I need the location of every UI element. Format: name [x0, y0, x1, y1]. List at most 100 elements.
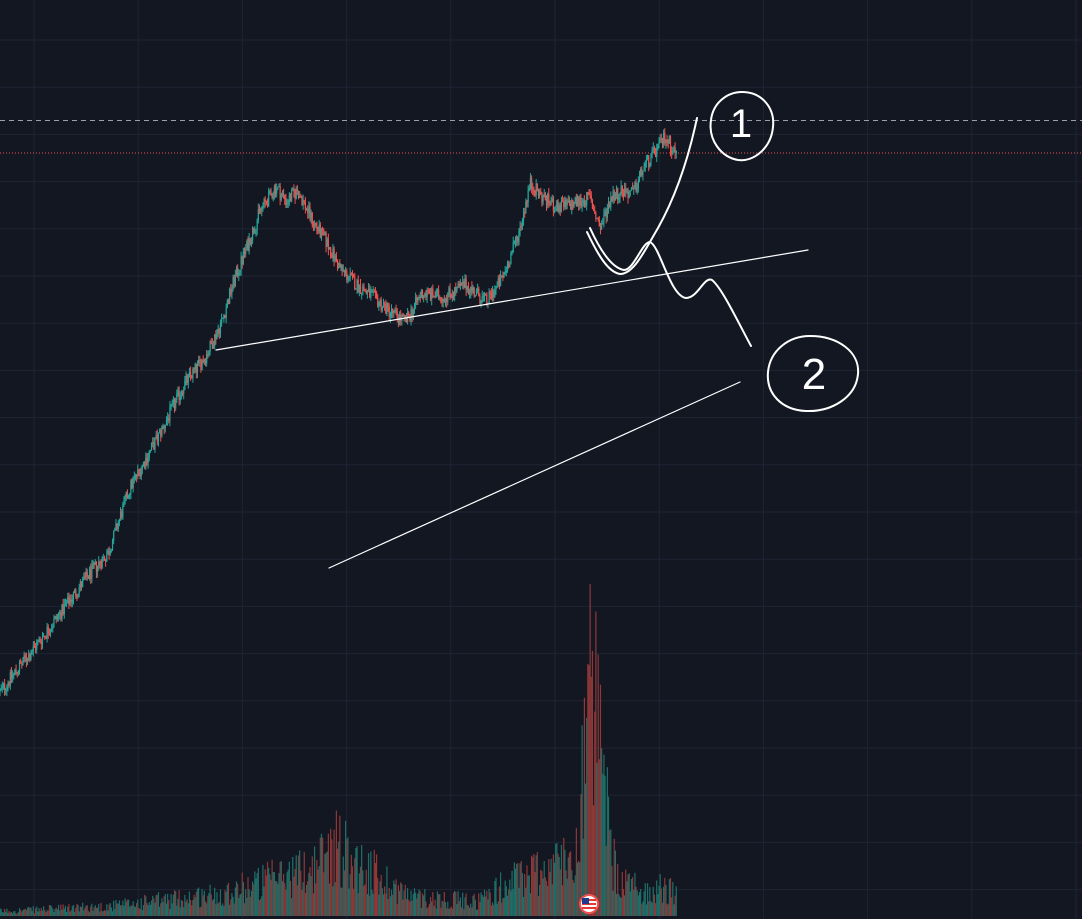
candle-body: [291, 190, 293, 202]
candle-body: [602, 222, 604, 224]
candle-body: [475, 290, 478, 295]
volume-bar: [668, 879, 670, 916]
candle-body: [224, 315, 226, 318]
volume-bar: [325, 852, 327, 916]
volume-bar: [53, 911, 55, 916]
volume-bar: [653, 894, 656, 916]
volume-bar: [47, 910, 49, 916]
upper-trendline[interactable]: [215, 249, 809, 351]
user-drawings[interactable]: 1 2: [215, 91, 860, 569]
candle-body: [325, 232, 327, 247]
volume-bar: [32, 906, 34, 916]
candle-body: [424, 293, 426, 296]
candle-body: [474, 294, 476, 297]
volume-bar: [258, 900, 261, 916]
candle-body: [260, 209, 262, 211]
candle-body: [356, 279, 358, 289]
candle-body: [413, 304, 416, 309]
candle-body: [285, 199, 287, 205]
volume-bar: [563, 837, 565, 916]
candle-body: [126, 492, 129, 499]
candle-body: [649, 162, 651, 167]
candle-body: [491, 290, 494, 299]
candle-body: [299, 196, 301, 198]
candle-body: [206, 353, 208, 364]
scenario-2-path[interactable]: [589, 227, 752, 347]
volume-bar: [389, 896, 391, 916]
volume-bar: [318, 866, 320, 916]
volume-bar: [592, 805, 595, 916]
volume-bar: [533, 853, 535, 916]
volume-bar: [317, 869, 319, 916]
volume-bar: [63, 908, 65, 916]
circle-1-drawing[interactable]: [709, 91, 775, 162]
candle-body: [338, 262, 340, 269]
volume-bar: [171, 903, 173, 916]
candle-body: [478, 288, 480, 297]
candle-body: [13, 673, 15, 676]
volume-bar: [598, 759, 600, 916]
candle-body: [201, 360, 203, 370]
candle-body: [270, 189, 272, 194]
candle-body: [536, 183, 538, 192]
volume-bar: [340, 887, 342, 916]
candle-body: [464, 278, 466, 288]
candle-body: [313, 223, 316, 226]
candle-body: [592, 208, 595, 211]
volume-bar: [513, 862, 515, 916]
candle-body: [371, 291, 373, 293]
volume-bar: [671, 897, 673, 916]
volume-bar: [378, 894, 380, 916]
volume-bar: [245, 889, 247, 916]
event-flag[interactable]: [579, 894, 599, 914]
volume-bar: [479, 902, 481, 916]
candle-body: [353, 274, 355, 278]
candle-body: [113, 530, 115, 542]
volume-bar: [181, 900, 184, 916]
volume-bar: [522, 896, 525, 916]
volume-bar: [644, 883, 646, 916]
volume-bar: [114, 908, 116, 916]
volume-bar: [270, 879, 272, 916]
volume-bar: [516, 863, 518, 916]
volume-bar: [627, 874, 629, 916]
candle-body: [486, 294, 488, 304]
candle-body: [513, 241, 515, 243]
circle-2-drawing[interactable]: [766, 335, 860, 413]
volume-bar: [255, 878, 257, 916]
candle-body: [55, 616, 57, 620]
candle-body: [286, 203, 288, 205]
candle-body: [98, 561, 100, 566]
circle-1-label: 1: [730, 102, 752, 146]
candle-body: [69, 599, 71, 605]
candle-body: [79, 581, 81, 588]
candle-body: [175, 399, 177, 409]
volume-bar: [10, 911, 13, 916]
volume-bar: [408, 899, 410, 916]
volume-bar: [537, 896, 540, 916]
candle-body: [186, 376, 188, 383]
volume-bar: [665, 884, 667, 916]
volume-bar: [134, 906, 137, 916]
volume-bar: [388, 887, 390, 916]
volume-bar: [188, 891, 191, 916]
us-flag-icon[interactable]: [579, 894, 599, 914]
volume-bar: [183, 907, 185, 916]
candle-body: [220, 318, 223, 324]
scenario-1-path[interactable]: [586, 117, 698, 275]
candle-body: [590, 195, 592, 201]
volume-bar: [195, 891, 197, 916]
volume-bar: [233, 903, 235, 916]
candles: [0, 128, 677, 697]
lower-trendline[interactable]: [328, 381, 741, 569]
volume-bar: [661, 902, 664, 916]
candle-body: [449, 288, 451, 295]
volume-bar: [206, 903, 208, 916]
volume-bar: [278, 873, 280, 916]
volume-bar: [646, 883, 649, 916]
volume-bar: [117, 903, 119, 916]
volume-bar: [663, 886, 665, 916]
candle-body: [231, 288, 233, 294]
